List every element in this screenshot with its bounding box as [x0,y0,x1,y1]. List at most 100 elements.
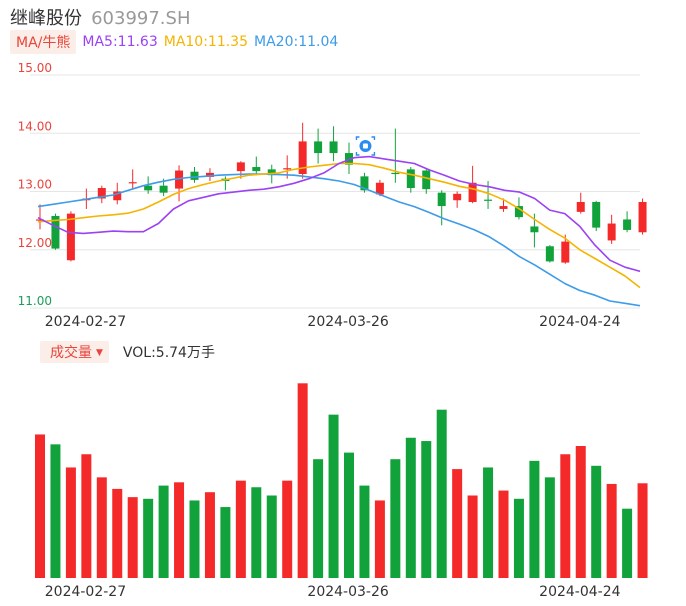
volume-bar [112,488,123,578]
candlestick[interactable] [406,167,415,193]
candlestick[interactable] [391,128,400,183]
volume-bar [251,487,262,578]
ma20-legend: MA20:11.04 [254,34,339,50]
candlestick[interactable] [576,192,585,214]
price-axis-labels: 15.00 14.00 13.00 12.00 11.00 [18,61,52,308]
candle-body [97,188,106,199]
volume-indicator-dropdown[interactable]: 成交量 ▼ [40,341,109,363]
ma10-line [37,162,641,289]
volume-bar [158,485,169,578]
volume-bar [235,480,246,578]
volume-bar [282,480,293,578]
stock-info-badge-icon[interactable] [355,136,376,156]
ma10-legend: MA10:11.35 [163,34,249,50]
candle-body [113,191,122,201]
candle-body [592,201,601,228]
candlestick[interactable] [592,200,601,232]
volume-bar [483,467,494,578]
candle-body [175,170,184,189]
candlestick[interactable] [623,211,632,233]
candle-body [283,168,292,170]
caret-down-icon: ▼ [96,348,103,358]
candlestick[interactable] [545,245,554,263]
price-tick-label: 15.00 [18,61,52,75]
date-tick-label: 2024-02-27 [45,314,126,330]
candlestick[interactable] [205,168,214,182]
candlestick[interactable] [484,181,493,209]
ma5-legend: MA5:11.63 [82,34,158,50]
candle-body [545,246,554,262]
candlestick[interactable] [329,126,338,162]
candle-body [437,192,446,207]
candlestick[interactable] [499,198,508,212]
candle-body [314,141,323,154]
price-tick-label: 13.00 [18,178,52,192]
candlestick[interactable] [175,165,184,202]
candle-body [514,206,523,218]
candlestick[interactable] [638,198,647,235]
candlestick[interactable] [128,169,137,189]
candle-body [576,201,585,212]
volume-bar [189,500,200,578]
candlestick[interactable] [607,214,616,244]
candlestick[interactable] [97,185,106,204]
indicator-selector-button[interactable]: MA/牛熊 [10,30,77,54]
candlestick[interactable] [453,191,462,208]
volume-bar [143,498,154,578]
volume-bar [544,477,555,578]
candle-body [159,185,168,193]
volume-bar [35,434,45,578]
candle-body [360,176,369,191]
volume-bar [266,495,277,578]
candle-body [623,219,632,230]
candlestick[interactable] [314,128,323,164]
candlestick[interactable] [236,161,245,179]
candle-body [391,172,400,175]
volume-bar [513,498,524,578]
volume-bar [359,485,370,578]
candle-body [499,206,508,209]
volume-bar [436,409,447,578]
volume-bar [96,477,107,578]
badge-glyph [362,143,368,149]
candle-body [51,215,60,249]
candlestick[interactable] [51,213,60,250]
volume-bar [81,454,92,578]
volume-bars [35,383,648,578]
volume-bar [65,467,76,578]
volume-bar [560,454,571,578]
volume-bar [606,483,617,578]
candlestick[interactable] [298,122,307,179]
price-tick-label: 12.00 [18,236,52,250]
candlestick[interactable] [360,172,369,193]
volume-bar [127,497,138,578]
candle-body [530,226,539,233]
candle-body [484,199,493,201]
volume-bar [405,437,416,578]
volume-bar [390,459,401,578]
candlestick[interactable] [437,190,446,226]
candlestick[interactable] [36,204,44,230]
stock-header: 继峰股份 603997.SH [10,4,191,30]
volume-bar [297,383,308,578]
ma20-line [37,173,641,307]
date-tick-label: 2024-02-27 [45,584,126,600]
volume-bar [622,508,633,578]
candlestick[interactable] [190,167,199,183]
candle-body [453,193,462,201]
volume-bar [313,459,324,578]
price-tick-label: 11.00 [18,294,52,308]
candlestick[interactable] [252,156,261,176]
candlestick[interactable] [422,169,431,194]
badge-corners [355,136,376,156]
candle-body [236,162,245,172]
candlestick[interactable] [375,179,384,197]
candle-body [638,201,647,233]
stock-name: 继峰股份 [10,8,82,29]
volume-bar [328,414,339,578]
candle-body [128,182,137,184]
candlesticks [36,122,647,264]
volume-bar [498,490,509,578]
date-axis-labels: 2024-02-27 2024-02-27 2024-03-26 2024-03-26… [45,314,621,600]
